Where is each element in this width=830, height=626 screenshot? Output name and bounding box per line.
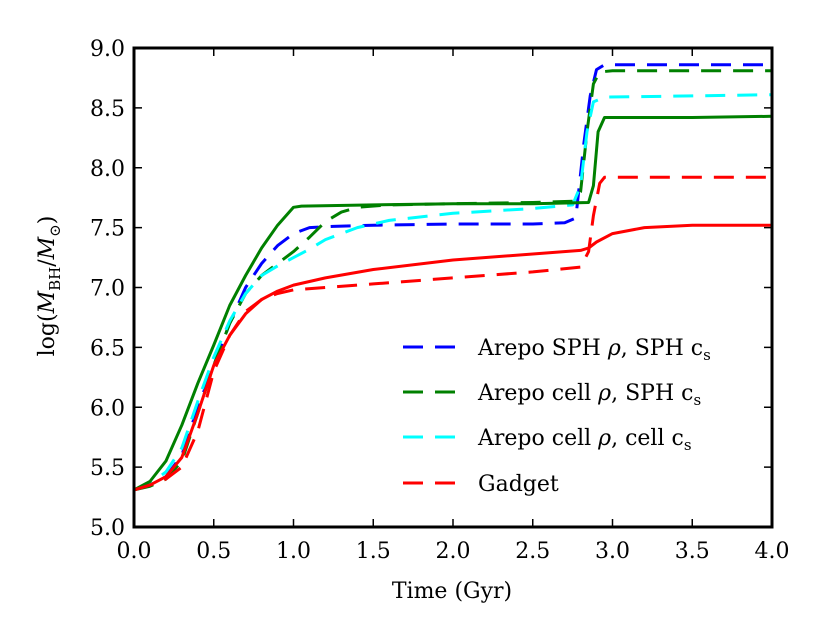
y-tick-label: 6.5 (90, 336, 125, 361)
legend-entry: Arepo SPH ρ, SPH cs (403, 336, 711, 364)
x-tick-label: 2.0 (436, 539, 471, 564)
x-tick-label: 3.0 (595, 539, 630, 564)
legend-label: Arepo cell ρ, cell cs (477, 426, 692, 454)
plot-frame (132, 46, 774, 529)
x-tick-label: 4.0 (755, 539, 790, 564)
y-tick-label: 5.5 (90, 456, 125, 481)
legend-label: Gadget (478, 472, 559, 497)
legend-entry: Gadget (403, 472, 559, 497)
y-axis-title: log(MBH/M⊙) (35, 216, 64, 357)
ticks-layer (133, 47, 773, 528)
series-line-solid (133, 223, 772, 492)
y-title-slash: / (35, 259, 60, 267)
series-line-solid (133, 114, 773, 492)
y-title-m2: M (35, 236, 60, 260)
y-tick-labels: 5.0 5.5 6.0 6.5 7.0 7.5 8.0 8.5 9.0 (90, 37, 125, 541)
x-tick-label: 0.0 (117, 539, 152, 564)
y-title-pre: log( (35, 313, 60, 356)
x-tick-label: 2.5 (515, 539, 550, 564)
y-tick-label: 7.0 (90, 277, 125, 302)
x-tick-labels: 0.0 0.5 1.0 1.5 2.0 2.5 3.0 3.5 4.0 (117, 539, 790, 564)
y-tick-label: 5.0 (90, 516, 125, 541)
y-title-m: M (35, 290, 60, 314)
y-tick-label: 9.0 (90, 37, 125, 62)
series-line-dashed (133, 93, 773, 492)
legend-label: Arepo SPH ρ, SPH cs (477, 336, 711, 364)
y-tick-label: 6.0 (90, 396, 125, 421)
x-tick-label: 1.5 (356, 539, 391, 564)
y-title-post: ) (35, 216, 60, 225)
x-tick-label: 3.5 (675, 539, 710, 564)
series-line-dashed (133, 63, 772, 492)
x-tick-label: 1.0 (276, 539, 311, 564)
y-tick-label: 8.0 (90, 157, 125, 182)
legend-label: Arepo cell ρ, SPH cs (477, 381, 701, 409)
y-title-sub2: ⊙ (46, 224, 64, 237)
y-title-sub1: BH (46, 267, 64, 291)
plot-area (132, 46, 774, 529)
x-axis-title: Time (Gyr) (392, 579, 512, 604)
x-tick-label: 0.5 (196, 539, 231, 564)
y-tick-label: 7.5 (90, 217, 125, 242)
legend: Arepo SPH ρ, SPH cs Arepo cell ρ, SPH cs… (403, 336, 711, 497)
series-layer (133, 63, 773, 492)
legend-entry: Arepo cell ρ, SPH cs (403, 381, 701, 409)
y-tick-label: 8.5 (90, 97, 125, 122)
legend-entry: Arepo cell ρ, cell cs (403, 426, 692, 454)
series-line-dashed (133, 175, 772, 492)
